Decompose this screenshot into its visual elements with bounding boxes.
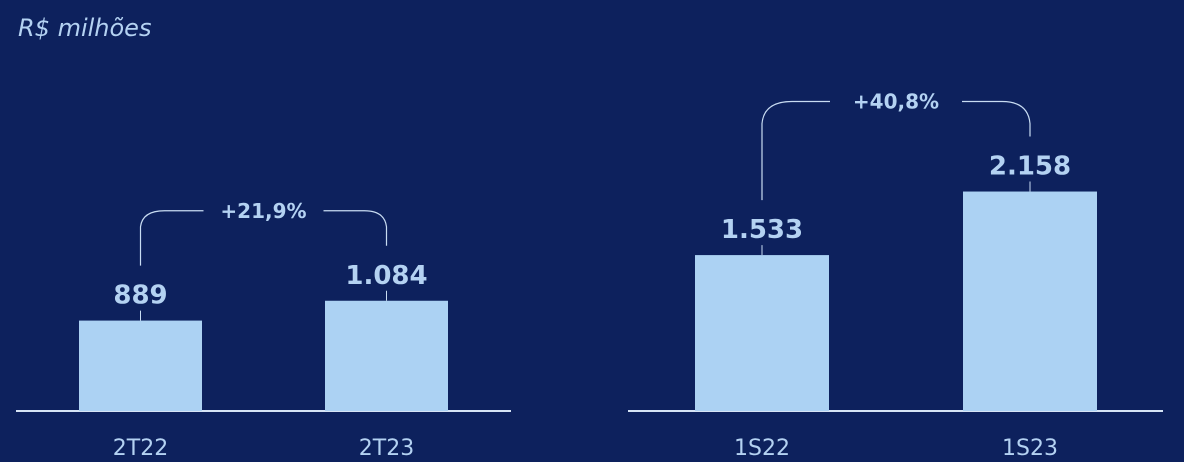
value-label: 889 <box>113 281 167 311</box>
value-label: 1.533 <box>721 215 803 245</box>
growth-label: +21,9% <box>220 199 306 223</box>
category-label: 2T23 <box>359 436 414 461</box>
bar-2t23 <box>325 300 448 411</box>
unit-label: R$ milhões <box>18 14 152 42</box>
category-label: 1S23 <box>1002 436 1058 461</box>
bar-1s22 <box>695 255 829 411</box>
growth-bracket <box>761 100 1031 201</box>
bar-1s23 <box>963 191 1097 411</box>
category-label: 1S22 <box>734 436 790 461</box>
value-label: 1.084 <box>345 261 427 291</box>
category-label: 2T22 <box>113 436 168 461</box>
growth-bracket <box>139 210 388 266</box>
growth-label: +40,8% <box>853 90 939 114</box>
value-label: 2.158 <box>989 152 1071 182</box>
bar-2t22 <box>79 320 202 411</box>
